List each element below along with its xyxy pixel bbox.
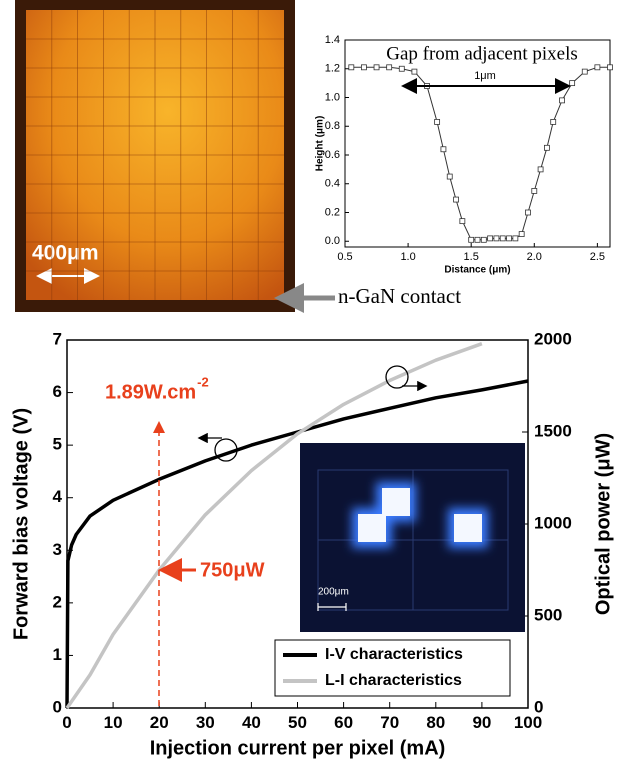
data-point: [559, 97, 565, 104]
data-point: [468, 236, 475, 243]
series-line: [65, 342, 483, 709]
axis-indicator: [214, 438, 238, 462]
y-tick-label: 2: [53, 592, 62, 611]
data-point: [398, 65, 405, 72]
plot-frame: [344, 39, 611, 248]
legend-label: L-I characteristics: [325, 672, 462, 689]
y-tick-label: 0.6: [325, 149, 340, 161]
data-point: [361, 64, 367, 71]
data-point: [373, 64, 380, 71]
x-tick-label: 100: [514, 713, 542, 732]
y2-tick-label: 0: [534, 697, 543, 716]
data-point: [499, 235, 506, 242]
inset-pixels: [358, 488, 482, 542]
y-tick-label: 1.4: [325, 34, 340, 46]
power-density-label: 1.89W.cm: [105, 381, 196, 403]
y2-tick-label: 2000: [534, 329, 572, 348]
data-point: [474, 236, 481, 243]
data-point: [493, 235, 500, 242]
y-tick-label: 0.4: [325, 178, 340, 190]
data-point: [537, 166, 544, 173]
x-tick-label: 0.5: [337, 251, 352, 263]
data-point: [446, 173, 453, 180]
inset-scale-label: 200μm: [318, 587, 349, 598]
y-tick-label: 5: [53, 435, 62, 454]
y-tick-label: 3: [53, 540, 62, 559]
chart-title: Gap from adjacent pixels: [386, 43, 578, 64]
micrograph-scale-label: 400μm: [32, 242, 99, 265]
data-point: [440, 146, 447, 153]
y2-tick-label: 1000: [534, 513, 572, 532]
data-point: [386, 64, 393, 71]
inset-scale-bar: [317, 603, 347, 611]
x-tick-label: 1.5: [464, 251, 479, 263]
data-point: [594, 64, 601, 71]
x-tick-label: 0: [62, 713, 71, 732]
data-point: [569, 80, 576, 87]
power-label: 750μW: [200, 559, 265, 581]
data-point: [487, 235, 494, 242]
data-point: [531, 188, 538, 194]
x-tick-label: 10: [104, 713, 123, 732]
y-tick-label: 0.0: [325, 235, 340, 247]
data-point: [581, 68, 588, 75]
x-tick-label: 2.0: [527, 251, 542, 263]
y-axis-label: Forward bias voltage (V): [10, 408, 32, 640]
x-axis-label: Injection current per pixel (mA): [150, 738, 446, 760]
gap-label: 1μm: [474, 70, 496, 82]
data-point: [506, 235, 512, 242]
data-point: [459, 218, 466, 225]
y-tick-label: 4: [53, 487, 63, 506]
x-axis-label: Distance (μm): [444, 265, 510, 276]
y-tick-label: 0.2: [325, 206, 340, 218]
data-point: [453, 196, 459, 203]
y-tick-label: 1: [53, 645, 62, 664]
power-density-exponent: -2: [197, 374, 209, 389]
y-tick-label: 0.8: [325, 120, 340, 132]
y2-tick-label: 1500: [534, 421, 572, 440]
x-tick-label: 1.0: [400, 251, 415, 263]
x-tick-label: 80: [426, 713, 445, 732]
contact-label: n-GaN contact: [338, 284, 461, 308]
x-tick-label: 70: [380, 713, 399, 732]
x-tick-label: 60: [334, 713, 353, 732]
y-tick-label: 1.0: [325, 91, 340, 103]
data-point: [348, 64, 355, 71]
data-point: [525, 209, 531, 216]
data-point: [607, 64, 613, 71]
inset-photo: 200μm: [300, 443, 525, 632]
y-axis-label: Height (μm): [315, 116, 326, 172]
x-tick-label: 2.5: [590, 251, 605, 263]
data-point: [544, 144, 550, 151]
y-tick-label: 1.2: [325, 63, 340, 75]
data-point: [480, 236, 487, 243]
data-point: [434, 119, 441, 125]
data-point: [512, 235, 519, 242]
y2-tick-label: 500: [534, 605, 562, 624]
series-line: [351, 66, 610, 241]
y-tick-label: 7: [53, 329, 62, 348]
y2-axis-label: Optical power (μW): [592, 433, 614, 615]
x-tick-label: 30: [196, 713, 215, 732]
x-tick-label: 50: [288, 713, 307, 732]
legend-box: [274, 639, 511, 697]
axis-indicator: [385, 365, 409, 389]
x-tick-label: 20: [150, 713, 169, 732]
micrograph: 400μm n-GaN contact: [15, 0, 461, 313]
x-tick-label: 40: [242, 713, 261, 732]
data-point: [550, 119, 557, 125]
x-tick-label: 90: [472, 713, 491, 732]
series-line: [65, 379, 529, 709]
data-point: [411, 68, 418, 75]
legend-label: I-V characteristics: [325, 646, 463, 663]
y-tick-label: 6: [53, 382, 62, 401]
data-point: [518, 231, 525, 237]
y-tick-label: 0: [53, 697, 62, 716]
